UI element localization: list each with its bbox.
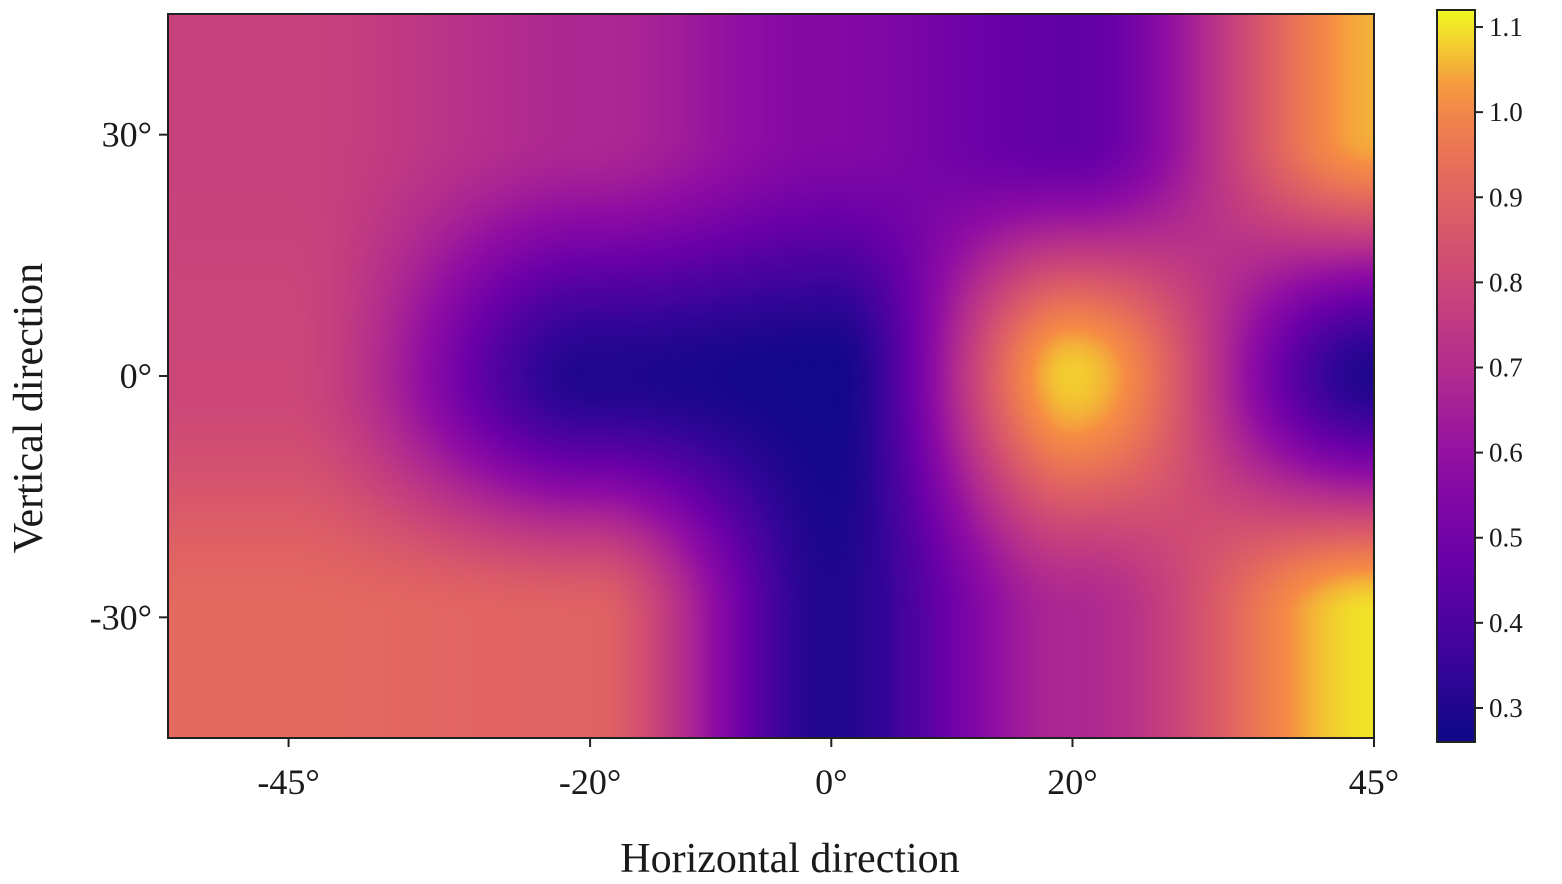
y-tick-label: -30° (90, 597, 152, 637)
colorbar-tick-label: 1.0 (1489, 97, 1523, 127)
colorbar-tick-label: 1.1 (1489, 12, 1523, 42)
y-axis-label: Vertical direction (6, 263, 52, 553)
colorbar-ticks: 1.1 1.0 0.9 0.8 0.7 0.6 0.5 0.4 0.3 (1475, 12, 1523, 723)
colorbar-tick-label: 0.7 (1489, 352, 1523, 382)
x-tick-label: 20° (1047, 762, 1097, 802)
y-axis-ticks: 30° 0° -30° (90, 115, 168, 637)
x-tick-label: 45° (1349, 762, 1399, 802)
colorbar-tick-label: 0.8 (1489, 267, 1523, 297)
colorbar-tick-label: 0.3 (1489, 693, 1523, 723)
colorbar-tick-label: 0.6 (1489, 438, 1523, 468)
y-tick-label: 0° (120, 356, 152, 396)
x-axis-label: Horizontal direction (620, 836, 959, 882)
x-axis-ticks: -45° -20° 0° 20° 45° (257, 738, 1399, 802)
colorbar (1436, 9, 1476, 743)
colorbar-tick-label: 0.4 (1489, 608, 1523, 638)
colorbar-tick-label: 0.9 (1489, 182, 1523, 212)
x-tick-label: -20° (559, 762, 621, 802)
heatmap-surface (168, 14, 1374, 738)
y-tick-label: 30° (102, 115, 152, 155)
x-tick-label: -45° (257, 762, 319, 802)
colorbar-tick-label: 0.5 (1489, 523, 1523, 553)
x-tick-label: 0° (815, 762, 847, 802)
